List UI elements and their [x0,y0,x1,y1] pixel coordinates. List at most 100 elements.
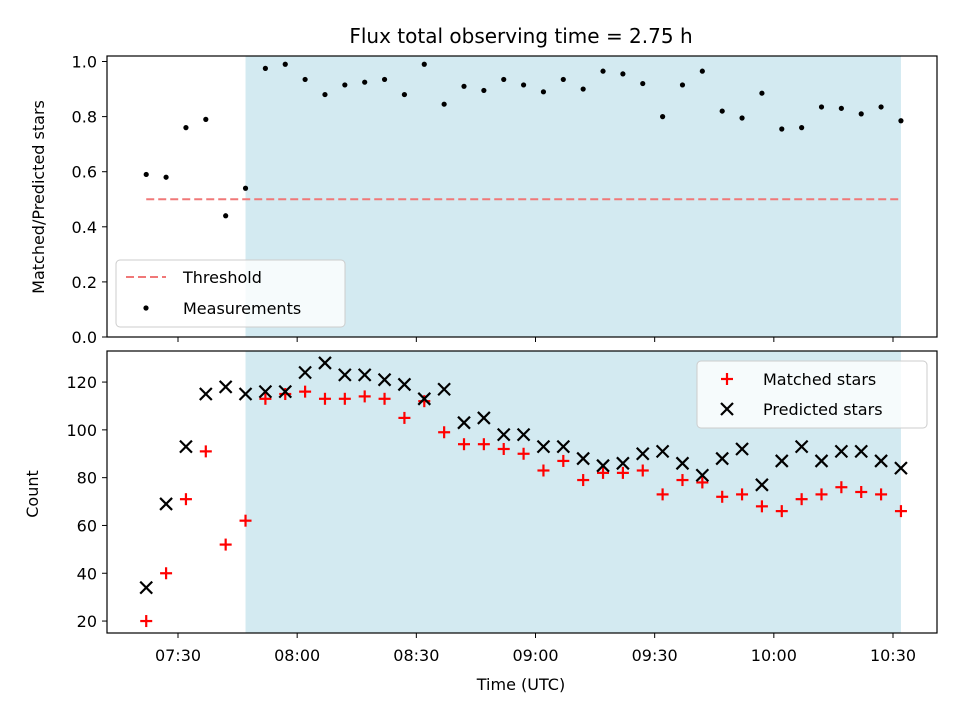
predicted-star-point [655,444,670,459]
x-tick-label: 09:00 [512,646,558,665]
matched-star-point [537,464,550,477]
measurement-point [719,108,725,114]
predicted-star-point [695,468,710,483]
measurement-point [461,83,467,89]
predicted-star-point [377,372,392,387]
x-tick-label: 08:30 [393,646,439,665]
measurement-point [679,82,686,88]
predicted-star-point [516,427,531,442]
count-y-tick-label: 40 [77,564,97,583]
measurement-point [620,71,626,77]
matched-star-point [875,488,888,501]
measurement-point [779,126,785,132]
measurements-legend-marker [143,305,149,311]
x-tick-label: 10:00 [751,646,797,665]
predicted-star-point [596,458,610,473]
measurement-point [818,104,825,110]
matched-star-point [418,395,431,408]
matched-star-point [557,454,570,467]
measurement-point [501,76,507,83]
measurement-point [381,76,388,83]
ratio-shaded-interval [245,56,901,337]
matched-star-point [497,442,510,455]
predicted-star-point [616,456,630,471]
count-panel: 20 40 60 80 100 120 07:30 08:00 08:30 09:00 09:30… [23,350,938,694]
matched-star-point [378,392,391,405]
predicted-star-point [735,442,749,456]
predicted-star-point [179,439,193,454]
matched-star-point [279,388,292,401]
matched-star-point [835,481,848,494]
predicted-star-point [437,382,451,397]
matched-star-point [358,390,371,403]
ratio-y-tick-label: 0.0 [72,328,97,347]
measurement-point [560,76,566,83]
predicted-star-point [874,454,888,468]
measurement-point [580,86,586,92]
matched-star-point [855,486,868,498]
matched-star-point [477,438,490,451]
measurement-point [739,115,745,121]
measurement-point [898,118,904,124]
matched-star-point [239,514,252,527]
ratio-y-tick-label: 0.8 [72,108,97,127]
predicted-star-point [536,439,551,454]
predicted-star-point [635,446,650,461]
count-y-tick-label: 20 [77,612,97,631]
predicted-star-point [675,456,690,471]
predicted-star-point [218,380,233,394]
matched-star-point [140,615,153,628]
predicted-star-point [794,439,809,454]
measurement-point [838,105,844,111]
count-panel-frame [106,350,938,634]
predicted-star-point [278,384,293,399]
matched-star-point [338,392,351,405]
measurements-legend-label: Measurements [183,299,301,318]
predicted-star-point [576,451,590,466]
predicted-star-point [814,454,829,468]
x-tick-label: 08:00 [274,646,320,665]
matched-star-point [716,490,729,503]
predicted-star-point [357,368,372,382]
predicted-star-point [397,377,412,392]
ratio-y-tick-label: 1.0 [72,53,97,72]
ratio-legend-box [115,259,346,328]
predicted-star-point [238,387,253,401]
measurement-point [640,80,646,87]
matched-star-point [438,426,451,439]
count-y-tick-label: 80 [77,469,97,488]
predicted-star-point [715,451,729,466]
predicted-star-point [774,454,789,468]
predicted-star-point [318,356,332,370]
predicted-star-point [755,478,769,492]
count-y-tick-label: 100 [66,421,97,440]
count-y-axis-label: Count [23,470,42,518]
predicted-star-point [496,427,511,442]
matched-star-point [636,464,649,477]
measurement-point [342,82,348,88]
predicted-star-point [139,580,154,595]
matched-star-point [318,392,331,405]
predicted-star-point [894,461,908,475]
measurement-point [759,90,765,96]
measurement-point [600,68,606,74]
predicted-star-point [417,392,432,406]
matched-star-point [755,500,768,513]
matched-star-point [458,438,470,451]
ratio-y-axis-label: Matched/Predicted stars [29,100,48,294]
matched-star-point [616,466,629,479]
x-tick-label: 09:30 [632,646,678,665]
count-legend: Matched stars Predicted stars [696,360,928,429]
count-legend-box [696,360,928,429]
predicted-star-point [159,497,173,511]
measurement-point [302,76,308,83]
matched-star-point [795,493,808,506]
measurement-point [401,91,408,98]
predicted-star-point [854,444,869,459]
predicted-star-point [556,439,571,454]
matched-star-point [517,447,530,460]
matched-star-point [199,445,212,458]
ratio-panel: 0.0 0.2 0.4 0.6 0.8 1.0 Matched/Predicted sta… [29,53,938,347]
matched-star-point [219,538,232,551]
